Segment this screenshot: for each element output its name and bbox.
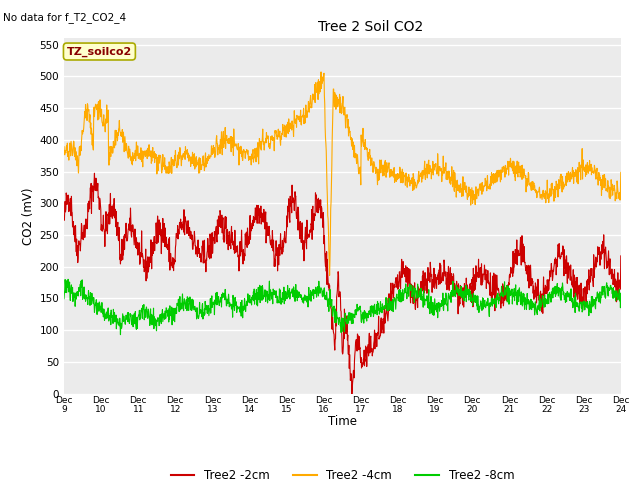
Legend: Tree2 -2cm, Tree2 -4cm, Tree2 -8cm: Tree2 -2cm, Tree2 -4cm, Tree2 -8cm	[166, 465, 519, 480]
Text: TZ_soilco2: TZ_soilco2	[67, 47, 132, 57]
Text: No data for f_T2_CO2_4: No data for f_T2_CO2_4	[3, 12, 126, 23]
X-axis label: Time: Time	[328, 415, 357, 428]
Y-axis label: CO2 (mV): CO2 (mV)	[22, 187, 35, 245]
Title: Tree 2 Soil CO2: Tree 2 Soil CO2	[317, 21, 423, 35]
